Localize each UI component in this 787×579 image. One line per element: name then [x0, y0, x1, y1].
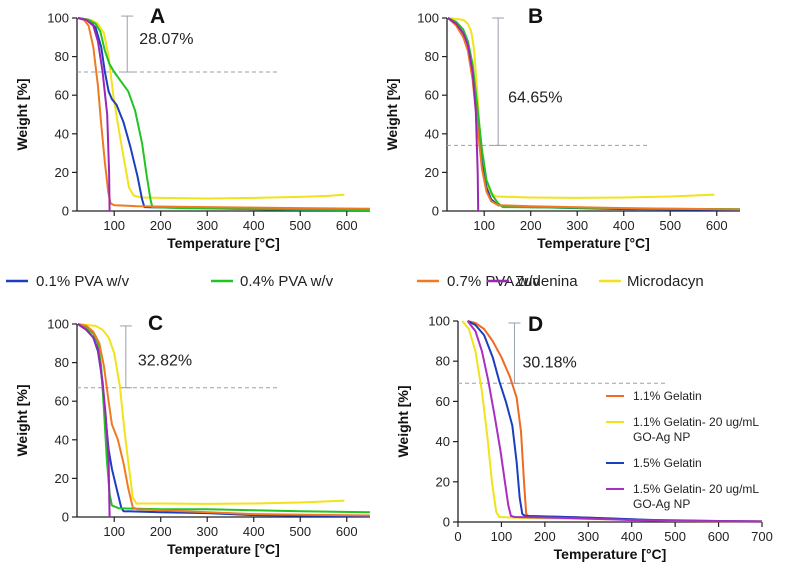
series-line-0-7-pva-w-v	[77, 17, 371, 210]
x-tick-label: 200	[150, 524, 172, 539]
series-line-0-4-pva-w-v	[77, 17, 371, 211]
series-line-zudenina	[77, 323, 111, 518]
legend-label: 0.4% PVA w/v	[240, 273, 334, 290]
x-tick-label: 600	[708, 529, 730, 544]
y-tick-label: 100	[47, 11, 69, 26]
y-axis-label: Weight [%]	[395, 385, 411, 457]
y-tick-label: 60	[55, 394, 69, 409]
x-tick-label: 400	[613, 218, 635, 233]
y-tick-label: 40	[436, 434, 450, 449]
panel-label: A	[150, 5, 165, 28]
x-tick-label: 400	[243, 524, 265, 539]
y-tick-label: 40	[425, 126, 439, 141]
legend-label: GO-Ag NP	[633, 430, 690, 444]
legend-label: GO-Ag NP	[633, 497, 690, 511]
series-line-0-4-pva-w-v	[447, 17, 741, 211]
legend-label: 1.5% Gelatin	[633, 456, 702, 470]
x-tick-label: 100	[103, 524, 125, 539]
y-tick-label: 0	[443, 515, 450, 530]
y-tick-label: 100	[47, 317, 69, 332]
y-tick-label: 60	[55, 88, 69, 103]
x-tick-label: 200	[534, 529, 556, 544]
x-tick-label: 500	[289, 524, 311, 539]
panel-a: 0 20 40 60 80 100 100 200 300 400 500 600 Temperatur…	[14, 5, 371, 251]
panel-c: 0 20 40 60 80 100 100 200 300 400 500 600 Temperatur…	[14, 312, 371, 557]
annotation-percent: 30.18%	[522, 354, 576, 371]
y-tick-label: 100	[428, 314, 450, 329]
x-tick-label: 100	[491, 529, 513, 544]
y-tick-label: 40	[55, 126, 69, 141]
x-tick-label: 300	[196, 218, 218, 233]
x-tick-label: 500	[289, 218, 311, 233]
y-tick-label: 20	[55, 165, 69, 180]
y-tick-label: 20	[436, 474, 450, 489]
y-axis-label: Weight [%]	[14, 384, 30, 456]
series-line-microdacyn	[77, 17, 345, 200]
x-tick-label: 200	[150, 218, 172, 233]
y-tick-label: 80	[425, 49, 439, 64]
y-axis-label: Weight [%]	[384, 78, 400, 150]
x-tick-label: 300	[577, 529, 599, 544]
x-tick-label: 0	[454, 529, 461, 544]
x-tick-label: 100	[103, 218, 125, 233]
x-axis-label: Temperature [°C]	[537, 235, 650, 251]
x-tick-label: 300	[566, 218, 588, 233]
legend-label: Microdacyn	[627, 273, 704, 290]
y-tick-label: 100	[417, 11, 439, 26]
x-tick-label: 300	[196, 524, 218, 539]
annotation-percent: 32.82%	[138, 353, 192, 370]
legend-label: 0.1% PVA w/v	[36, 273, 130, 290]
x-tick-label: 400	[243, 218, 265, 233]
panel-label: B	[528, 5, 543, 28]
y-axis-label: Weight [%]	[14, 78, 30, 150]
x-tick-label: 600	[706, 218, 728, 233]
panel-label: C	[148, 312, 163, 335]
y-tick-label: 20	[55, 471, 69, 486]
y-tick-label: 60	[425, 88, 439, 103]
series-line-0-7-pva-w-v	[77, 323, 371, 517]
legend-label: Zudenina	[515, 273, 578, 290]
y-tick-label: 80	[55, 49, 69, 64]
annotation-percent: 28.07%	[139, 31, 193, 48]
series-line-microdacyn	[77, 323, 345, 505]
y-tick-label: 0	[432, 204, 439, 219]
x-tick-label: 600	[336, 218, 358, 233]
panel-d: 0 20 40 60 80 100 0 100 200 300 400 500 600 700 Temper…	[395, 313, 773, 562]
y-tick-label: 0	[62, 510, 69, 525]
series-line-microdacyn	[447, 17, 715, 199]
y-tick-label: 40	[55, 432, 69, 447]
y-tick-label: 20	[425, 165, 439, 180]
x-tick-label: 100	[473, 218, 495, 233]
panel-label: D	[528, 313, 543, 336]
panel-b: 0 20 40 60 80 100 100 200 300 400 500 600 Temperatur…	[384, 5, 741, 251]
series-line-0-7-pva-w-v	[447, 17, 741, 211]
y-tick-label: 80	[436, 354, 450, 369]
y-tick-label: 0	[62, 204, 69, 219]
shared-legend: 0.1% PVA w/v 0.4% PVA w/v 0.7% PVA w/vZude…	[6, 273, 704, 290]
x-tick-label: 200	[520, 218, 542, 233]
annotation-percent: 64.65%	[508, 89, 562, 106]
legend-label: 1.1% Gelatin- 20 ug/mL	[633, 415, 759, 429]
x-axis-label: Temperature [°C]	[554, 546, 667, 562]
y-tick-label: 80	[55, 355, 69, 370]
y-tick-label: 60	[436, 394, 450, 409]
x-tick-label: 500	[664, 529, 686, 544]
x-tick-label: 700	[751, 529, 773, 544]
series-line-0-1-pva-w-v	[447, 17, 741, 211]
series-line-1-5-gelatin-20-ug-ml-go-ag-np	[466, 320, 763, 523]
legend-label: 1.5% Gelatin- 20 ug/mL	[633, 482, 759, 496]
x-tick-label: 600	[336, 524, 358, 539]
legend-label: 1.1% Gelatin	[633, 389, 702, 403]
x-axis-label: Temperature [°C]	[167, 541, 280, 557]
x-tick-label: 400	[621, 529, 643, 544]
series-line-zudenina	[447, 17, 480, 212]
series-line-0-1-pva-w-v	[77, 323, 371, 518]
x-tick-label: 500	[659, 218, 681, 233]
series-line-0-4-pva-w-v	[77, 323, 371, 514]
x-axis-label: Temperature [°C]	[167, 235, 280, 251]
series-line-zudenina	[77, 17, 111, 212]
series-line-0-1-pva-w-v	[77, 17, 371, 212]
